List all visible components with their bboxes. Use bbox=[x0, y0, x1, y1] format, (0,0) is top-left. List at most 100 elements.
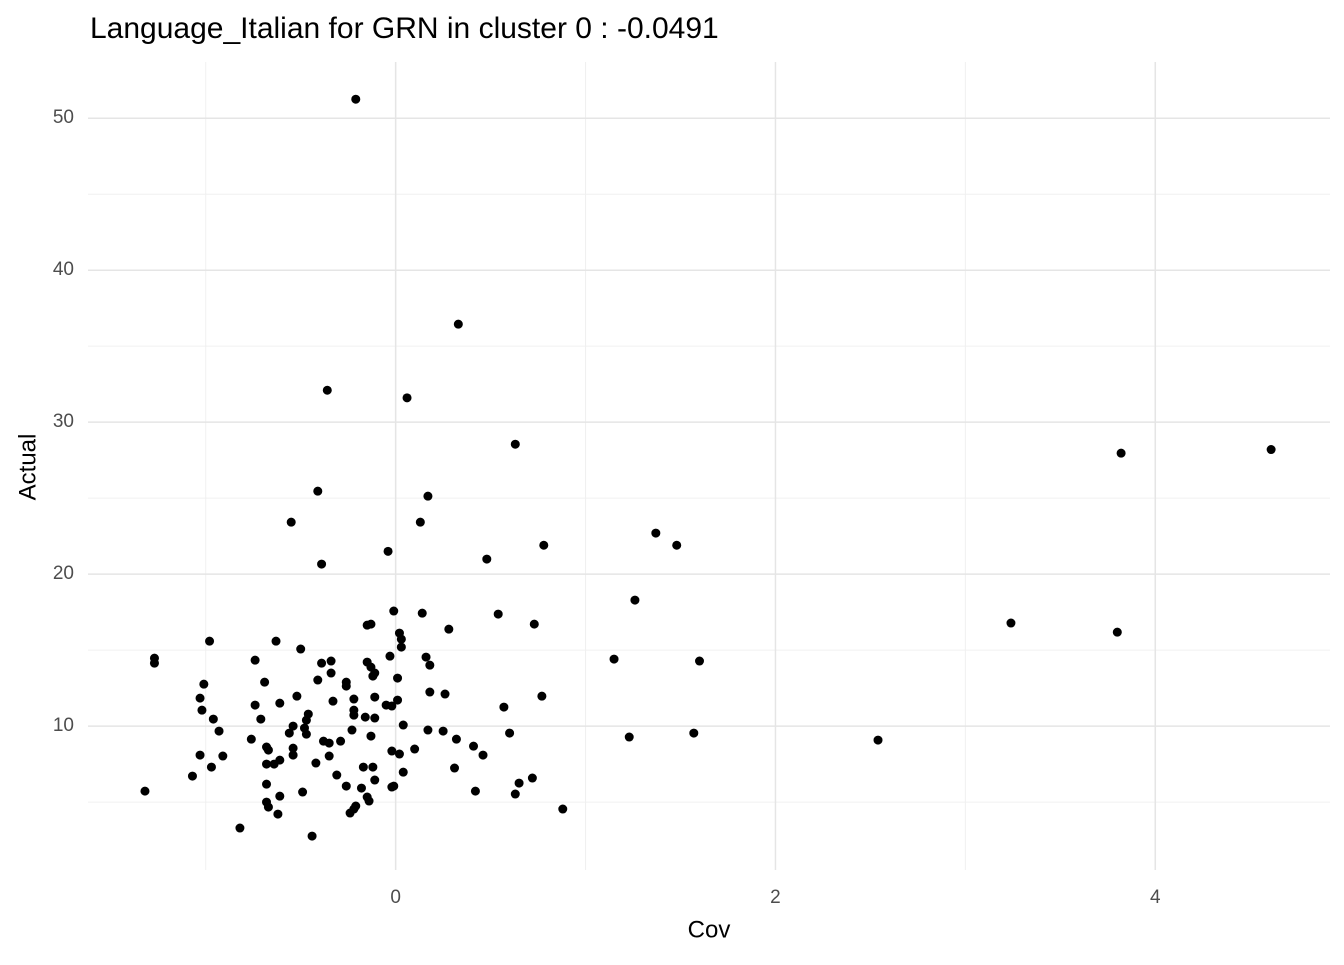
point bbox=[514, 778, 524, 788]
point bbox=[263, 802, 273, 812]
point bbox=[288, 743, 298, 753]
point bbox=[326, 656, 336, 666]
y-tick-label: 40 bbox=[53, 259, 74, 280]
point bbox=[624, 732, 634, 742]
point bbox=[301, 715, 311, 725]
point bbox=[199, 679, 209, 689]
point bbox=[1266, 445, 1276, 455]
point bbox=[288, 750, 298, 760]
point bbox=[208, 714, 218, 724]
point bbox=[423, 725, 433, 735]
point bbox=[324, 738, 334, 748]
point bbox=[527, 773, 537, 783]
point bbox=[529, 619, 539, 629]
point bbox=[275, 791, 285, 801]
point bbox=[187, 771, 197, 781]
point bbox=[651, 528, 661, 538]
point bbox=[510, 789, 520, 799]
point bbox=[275, 698, 285, 708]
point bbox=[250, 655, 260, 665]
point bbox=[389, 781, 399, 791]
point bbox=[271, 636, 281, 646]
point bbox=[393, 673, 403, 683]
point bbox=[214, 726, 224, 736]
point bbox=[360, 712, 370, 722]
point bbox=[328, 696, 338, 706]
point bbox=[336, 736, 346, 746]
point bbox=[366, 731, 376, 741]
x-tick-label: 2 bbox=[770, 887, 781, 908]
point bbox=[358, 762, 368, 772]
point bbox=[296, 644, 306, 654]
chart-title: Language_Italian for GRN in cluster 0 : … bbox=[90, 12, 719, 45]
x-axis-title: Cov bbox=[688, 916, 731, 943]
point bbox=[368, 762, 378, 772]
point bbox=[672, 540, 682, 550]
point bbox=[451, 734, 461, 744]
point bbox=[341, 681, 351, 691]
point bbox=[218, 751, 228, 761]
point bbox=[499, 702, 509, 712]
point bbox=[385, 651, 395, 661]
point bbox=[317, 658, 327, 668]
point bbox=[425, 687, 435, 697]
point bbox=[630, 595, 640, 605]
point bbox=[269, 759, 279, 769]
point bbox=[370, 692, 380, 702]
point bbox=[273, 809, 283, 819]
point bbox=[262, 759, 272, 769]
point bbox=[206, 762, 216, 772]
y-tick-label: 20 bbox=[53, 563, 74, 584]
point bbox=[440, 689, 450, 699]
point bbox=[298, 787, 308, 797]
point bbox=[695, 656, 705, 666]
point bbox=[383, 546, 393, 556]
point bbox=[482, 554, 492, 564]
point bbox=[349, 710, 359, 720]
point bbox=[341, 781, 351, 791]
point bbox=[558, 804, 568, 814]
point bbox=[349, 694, 359, 704]
point bbox=[286, 517, 296, 527]
point bbox=[438, 726, 448, 736]
point bbox=[307, 831, 317, 841]
point bbox=[195, 750, 205, 760]
point bbox=[423, 491, 433, 501]
point bbox=[262, 779, 272, 789]
point bbox=[415, 517, 425, 527]
point bbox=[263, 745, 273, 755]
point bbox=[311, 758, 321, 768]
point bbox=[539, 540, 549, 550]
point bbox=[370, 775, 380, 785]
point bbox=[469, 741, 479, 751]
point bbox=[322, 385, 332, 395]
x-tick-label: 4 bbox=[1150, 887, 1161, 908]
point bbox=[1116, 448, 1126, 458]
point bbox=[324, 751, 334, 761]
point bbox=[444, 624, 454, 634]
point bbox=[345, 808, 355, 818]
point bbox=[195, 693, 205, 703]
y-axis-title: Actual bbox=[14, 434, 41, 501]
point bbox=[510, 439, 520, 449]
point bbox=[292, 691, 302, 701]
point bbox=[317, 559, 327, 569]
point bbox=[347, 725, 357, 735]
point bbox=[140, 786, 150, 796]
point bbox=[398, 720, 408, 730]
point bbox=[313, 675, 323, 685]
point bbox=[235, 823, 245, 833]
point bbox=[453, 319, 463, 329]
point bbox=[396, 642, 406, 652]
point bbox=[370, 713, 380, 723]
point bbox=[205, 636, 215, 646]
point bbox=[393, 695, 403, 705]
point bbox=[387, 746, 397, 756]
point bbox=[537, 691, 547, 701]
y-tick-label: 30 bbox=[53, 411, 74, 432]
point bbox=[410, 744, 420, 754]
point bbox=[256, 714, 266, 724]
y-tick-label: 10 bbox=[53, 715, 74, 736]
point bbox=[873, 735, 883, 745]
